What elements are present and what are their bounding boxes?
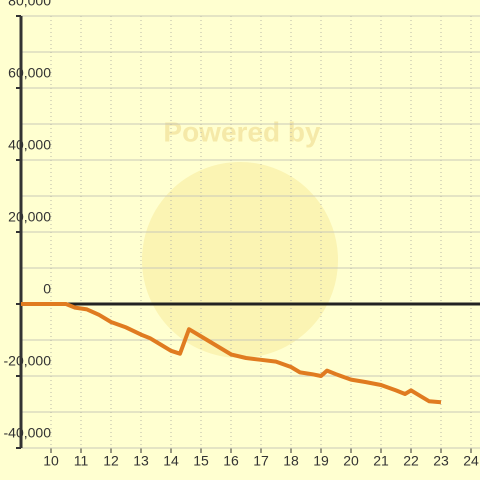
x-tick-label: 16 (223, 453, 239, 469)
y-tick-label: -40,000 (4, 425, 52, 441)
data-line (21, 302, 442, 405)
x-tick-label: 12 (103, 453, 119, 469)
x-tick-label: 13 (133, 453, 149, 469)
x-tick-label: 19 (313, 453, 329, 469)
x-tick-label: 18 (283, 453, 299, 469)
watermark: Powered by (163, 116, 321, 147)
x-tick-label: 10 (43, 453, 59, 469)
x-tick-label: 14 (163, 453, 179, 469)
y-tick-label: 0 (43, 281, 51, 297)
y-tick-label: 20,000 (8, 209, 51, 225)
y-tick-label: 40,000 (8, 137, 51, 153)
y-tick-label: -20,000 (4, 353, 52, 369)
x-tick-label: 21 (373, 453, 389, 469)
x-tick-label: 23 (433, 453, 449, 469)
y-tick-label: 60,000 (8, 65, 51, 81)
x-tick-label: 24 (463, 453, 479, 469)
x-tick-label: 15 (193, 453, 209, 469)
x-tick-label: 11 (74, 453, 89, 469)
y-tick-label: 80,000 (8, 0, 51, 9)
x-tick-label: 22 (403, 453, 419, 469)
watermark-logo (142, 162, 338, 358)
x-tick-label: 17 (253, 453, 269, 469)
x-tick-label: 20 (343, 453, 359, 469)
